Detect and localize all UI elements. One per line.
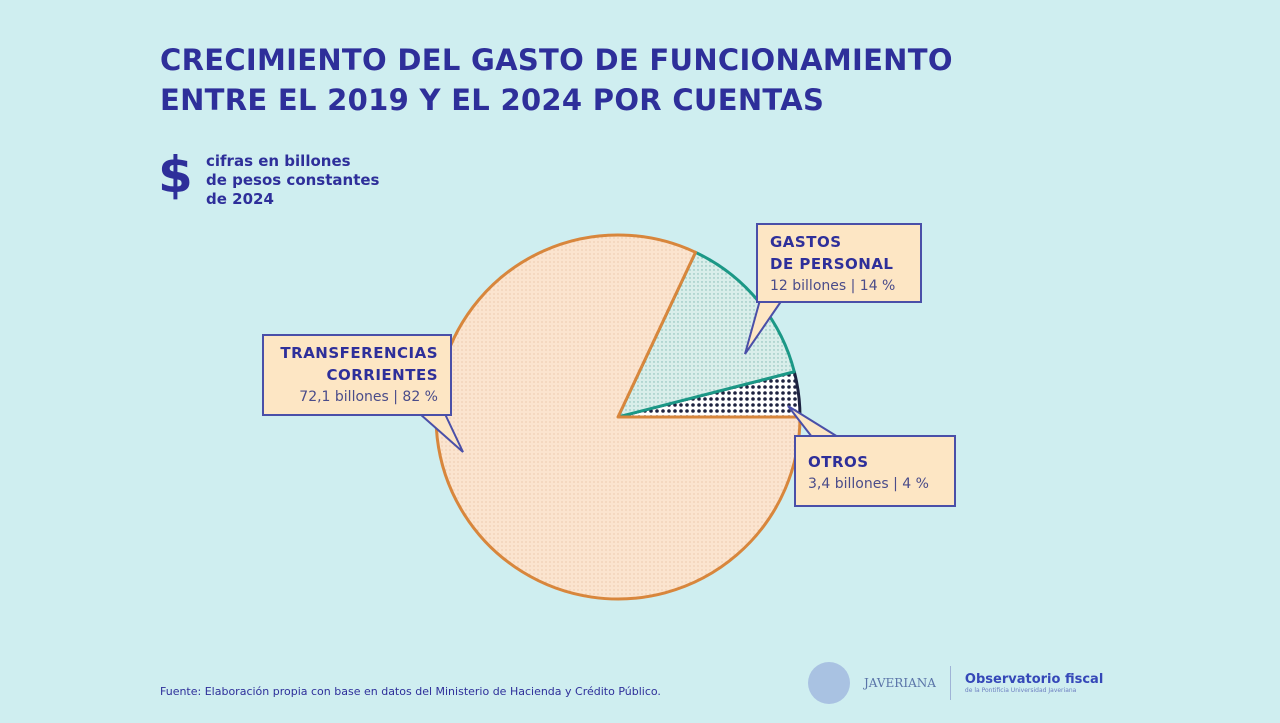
pointer-gastos <box>744 299 783 355</box>
source-note: Fuente: Elaboración propia con base en d… <box>160 685 661 698</box>
callout-gastos-de-personal: GASTOS DE PERSONAL 12 billones | 14 % <box>756 223 922 303</box>
title-line-1: CRECIMIENTO DEL GASTO DE FUNCIONAMIENTO <box>160 43 953 77</box>
title-line-2: ENTRE EL 2019 Y EL 2024 POR CUENTAS <box>160 83 825 117</box>
slice-value-label: 3,4 billones | 4 % <box>808 476 929 492</box>
unit-line: de 2024 <box>206 190 274 208</box>
callout-transferencias-corrientes: TRANSFERENCIAS CORRIENTES 72,1 billones |… <box>262 334 452 416</box>
pie-slice-transferencias-corrientes <box>434 233 802 601</box>
unit-note: cifras en billones de pesos constantes d… <box>206 152 379 209</box>
pointer-otros <box>787 405 839 438</box>
pointer-transferencias <box>419 413 464 453</box>
chart-title: CRECIMIENTO DEL GASTO DE FUNCIONAMIENTO … <box>160 40 953 120</box>
slice-name: TRANSFERENCIAS CORRIENTES <box>280 344 438 384</box>
slice-value-label: 72,1 billones | 82 % <box>299 389 438 405</box>
slice-name: GASTOS DE PERSONAL <box>770 233 894 273</box>
javeriana-seal-logo <box>808 662 850 704</box>
callout-otros: OTROS 3,4 billones | 4 % <box>794 435 956 507</box>
javeriana-logo: JAVERIANA <box>864 676 936 690</box>
dollar-icon: $ <box>158 146 193 204</box>
slice-name: OTROS <box>808 453 869 471</box>
logos: JAVERIANA Observatorio fiscal de la Pont… <box>808 662 1103 704</box>
slice-value-label: 12 billones | 14 % <box>770 278 896 294</box>
logo-divider <box>949 666 951 700</box>
observatorio-logo: Observatorio fiscal de la Pontificia Uni… <box>964 672 1104 694</box>
unit-line: cifras en billones <box>206 152 351 170</box>
unit-line: de pesos constantes <box>206 171 380 189</box>
